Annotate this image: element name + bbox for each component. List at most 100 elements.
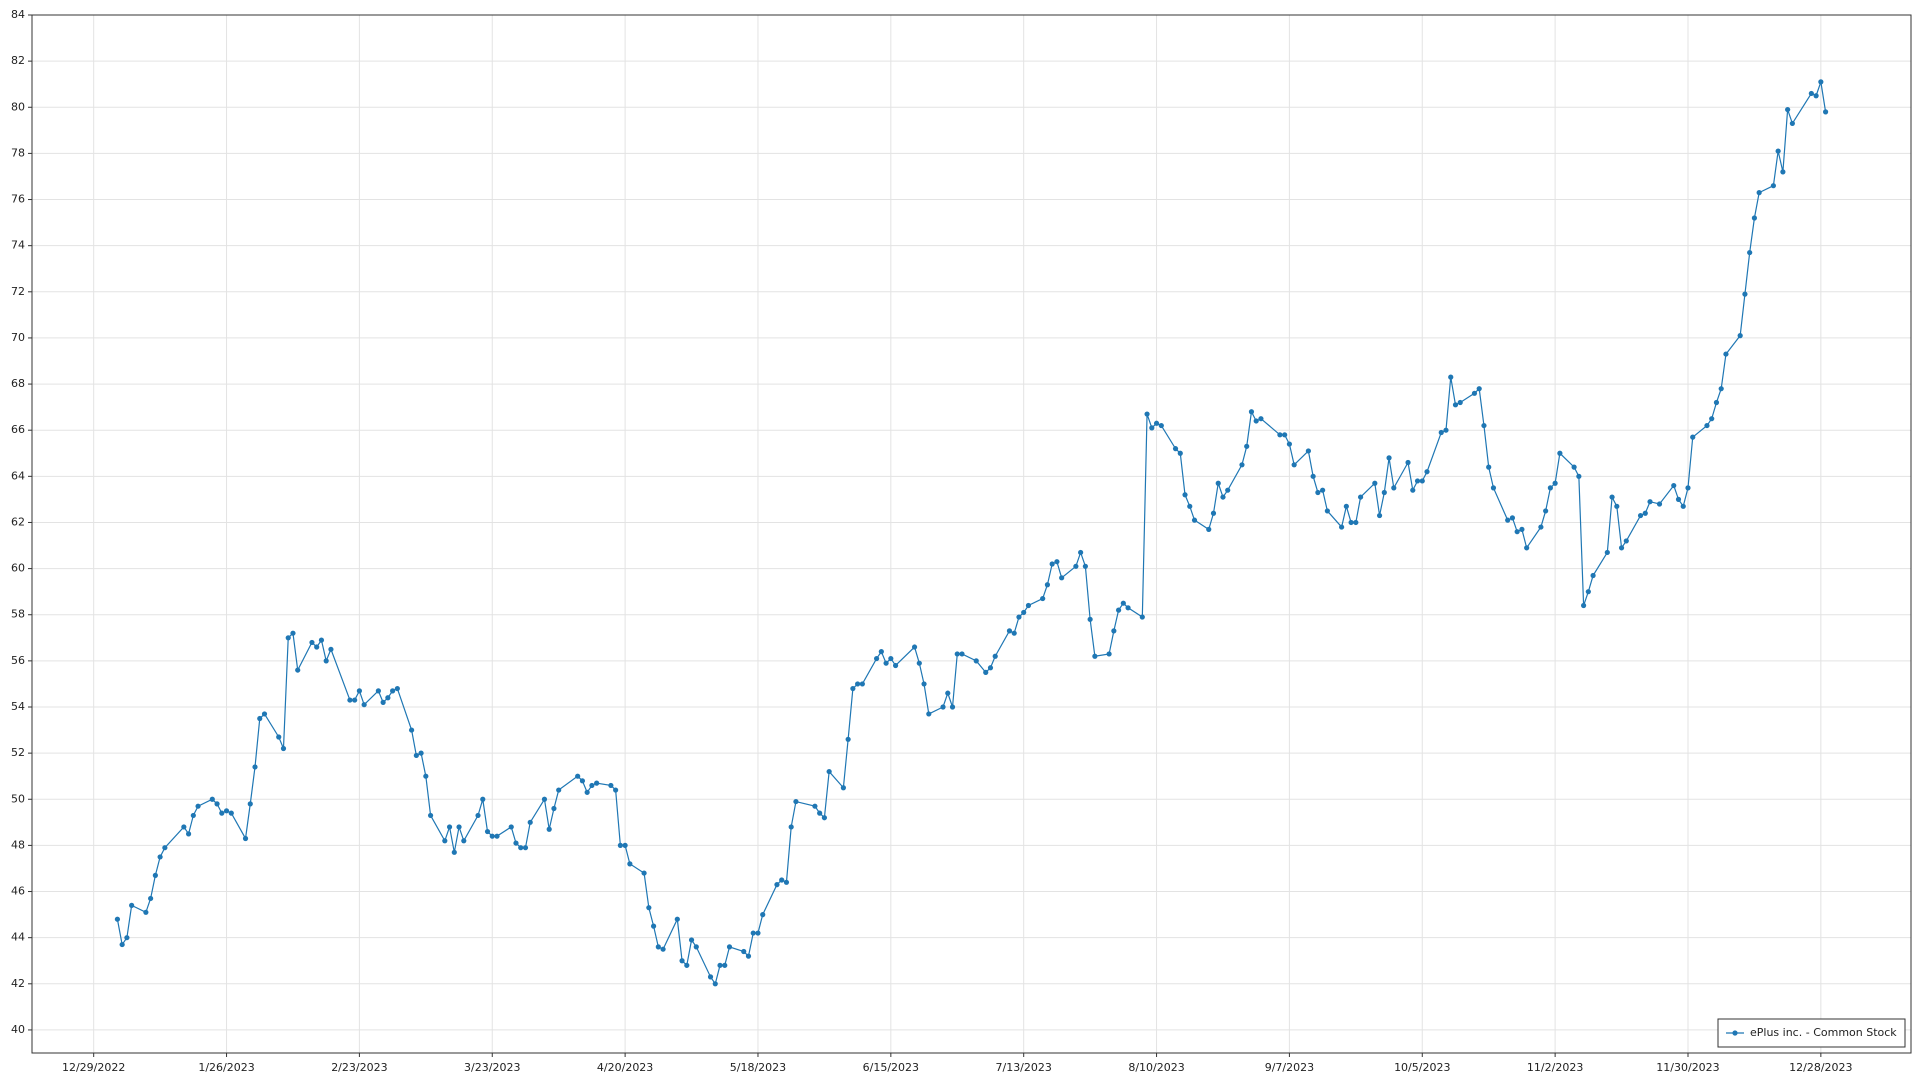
data-point [375,688,381,694]
x-tick-label: 4/20/2023 [597,1061,653,1074]
data-point [921,681,927,687]
data-point [1324,508,1330,514]
data-point [1770,183,1776,189]
data-point [413,752,419,759]
y-tick-label: 72 [11,285,25,298]
data-point [892,662,899,669]
data-point [693,944,699,950]
data-point [840,785,846,791]
data-point [1040,595,1046,602]
data-point [1675,496,1682,502]
y-tick-label: 48 [11,838,25,851]
data-point [1182,492,1188,498]
data-point [617,842,623,849]
data-point [394,685,400,692]
data-point [456,824,462,830]
data-point [992,653,998,659]
data-point [1789,120,1795,127]
y-tick-label: 84 [11,8,25,21]
data-point [940,704,946,710]
data-point [608,782,614,789]
data-point [646,905,652,911]
data-point [1813,93,1819,99]
data-point [195,803,201,809]
data-point [741,948,747,955]
data-point [722,962,728,968]
grid: 40 42 44 46 48 50 52 54 56 58 60 62 64 66 68 70 72 74 76 78… [11,8,1911,1074]
data-point [427,812,434,819]
data-point [1443,427,1449,433]
data-point [290,630,296,636]
data-point [1775,148,1781,154]
data-point [1457,399,1463,406]
data-point [1120,600,1126,606]
data-point [1006,628,1013,634]
data-point [423,773,429,779]
data-point [508,824,514,830]
data-point [1073,563,1079,569]
y-tick-label: 62 [11,515,25,528]
data-point [1742,291,1748,297]
data-point [650,923,657,929]
data-point [1614,503,1620,509]
data-point [114,916,121,922]
data-point [185,831,192,837]
y-tick-label: 64 [11,469,25,482]
data-point [484,828,491,835]
data-point [1642,510,1648,516]
data-point [987,665,994,671]
data-point [945,690,951,696]
data-point [1486,464,1492,470]
x-tick-label: 5/18/2023 [730,1061,786,1074]
data-point [119,941,125,948]
data-point [1756,190,1762,196]
data-point [1438,429,1444,436]
data-point [309,639,315,646]
data-point [1405,459,1411,466]
data-point [323,658,329,664]
data-point [148,895,154,902]
data-point [390,688,396,694]
x-tick-label: 3/23/2023 [464,1061,520,1074]
data-point [352,697,358,703]
data-point [973,658,979,664]
data-point [1153,420,1160,426]
data-point [1713,399,1720,406]
data-point [546,826,552,832]
y-tick-label: 46 [11,885,25,898]
data-point [252,764,258,770]
data-point [451,849,457,855]
data-point [247,801,253,807]
data-point [1604,549,1610,556]
data-point [1376,512,1383,519]
data-point [1419,478,1425,484]
data-point [328,646,334,652]
data-point [916,660,922,666]
data-point [1187,503,1193,509]
plot-frame [31,14,1912,1054]
data-point [1490,485,1497,491]
data-point [1253,418,1259,424]
x-tick-label: 2/23/2023 [331,1061,387,1074]
data-point [1414,478,1421,484]
y-tick-label: 42 [11,977,25,990]
data-point [1206,526,1212,532]
x-tick-label: 10/5/2023 [1394,1061,1450,1074]
data-point [1656,501,1663,507]
data-point [1305,448,1311,454]
data-point [1210,510,1217,516]
data-point [1709,416,1715,422]
data-point [513,840,519,846]
data-point [347,697,353,703]
data-point [1282,432,1288,438]
data-point [1111,628,1117,634]
data-point [1049,561,1055,567]
data-point [1704,422,1710,429]
data-point [214,801,220,807]
data-point [1011,630,1017,636]
data-point [717,962,723,968]
data-point [1078,549,1084,556]
y-tick-label: 58 [11,608,25,621]
data-point [855,681,861,687]
data-point [1448,374,1454,380]
